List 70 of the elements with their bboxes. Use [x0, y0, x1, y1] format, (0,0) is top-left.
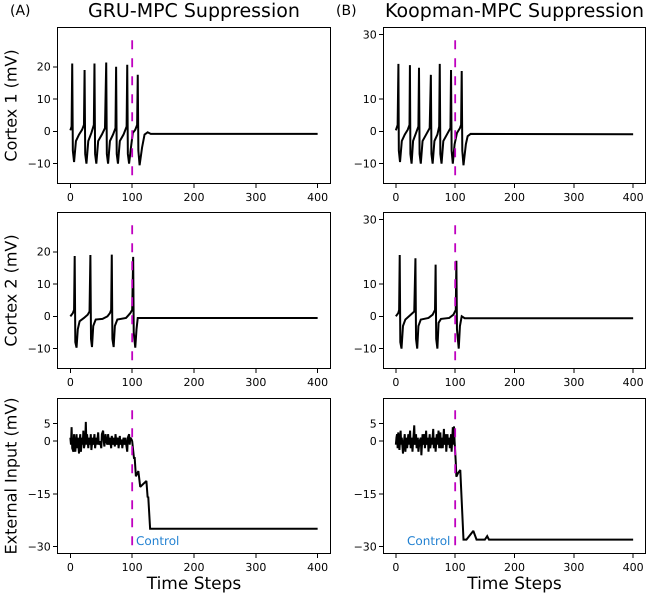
x-tick-label: 400	[622, 376, 644, 390]
y-tick-label: 10	[362, 92, 377, 106]
x-tick-label: 200	[184, 191, 204, 204]
x-tick-label: 300	[563, 191, 584, 204]
y-tick-label: −30	[28, 540, 51, 554]
x-tick-label: 100	[444, 191, 466, 204]
x-axis-title: Time Steps	[466, 574, 562, 594]
text: (B)	[336, 3, 357, 19]
text: (A)	[10, 3, 31, 19]
y-tick-label: −15	[354, 488, 377, 501]
x-tick-label: 200	[184, 561, 204, 574]
x-tick-label: 400	[307, 561, 328, 574]
y-tick-label: 5	[370, 417, 377, 430]
y-tick-label: −30	[354, 540, 377, 554]
x-tick-label: 300	[245, 191, 266, 204]
y-axis-title: Cortex 2 (mV)	[1, 234, 20, 347]
x-tick-label: 0	[66, 376, 74, 390]
y-tick-label: 10	[36, 92, 51, 106]
x-tick-label: 200	[504, 376, 525, 390]
x-tick-label: 200	[504, 561, 525, 574]
y-tick-label: −10	[28, 157, 51, 170]
x-tick-label: 100	[444, 561, 466, 574]
x-tick-label: 300	[245, 376, 266, 390]
x-tick-label: 200	[504, 191, 525, 204]
line-series	[69, 420, 319, 530]
x-tick-label: 0	[392, 561, 400, 574]
y-tick-label: 0	[370, 310, 377, 324]
x-tick-label: 0	[392, 191, 400, 204]
line-series	[69, 254, 319, 349]
y-axis-title: Cortex 1 (mV)	[1, 49, 20, 162]
line-series	[69, 62, 319, 166]
y-tick-label: −10	[28, 342, 51, 356]
x-tick-label: 300	[563, 376, 584, 390]
y-tick-label: 30	[362, 28, 377, 42]
annotation: Control	[407, 534, 450, 548]
line-series	[394, 254, 634, 350]
x-tick-label: 300	[563, 561, 584, 574]
x-tick-label: 0	[66, 191, 74, 204]
x-tick-label: 400	[622, 561, 644, 574]
y-tick-label: 10	[36, 278, 51, 291]
y-axis-title: External Input (mV)	[1, 398, 20, 554]
x-tick-label: 400	[307, 376, 328, 390]
y-tick-label: 0	[44, 435, 51, 448]
x-tick-label: 100	[444, 376, 466, 390]
x-tick-label: 0	[392, 376, 400, 390]
chart-title: Koopman-MPC Suppression	[385, 0, 644, 22]
line-series	[394, 62, 634, 166]
x-tick-label: 400	[307, 191, 328, 204]
x-tick-label: 100	[122, 561, 143, 574]
y-tick-label: 0	[44, 125, 51, 138]
y-tick-label: −15	[28, 488, 51, 501]
x-tick-label: 400	[622, 191, 644, 204]
annotation: Control	[136, 534, 180, 548]
y-tick-label: 0	[44, 310, 51, 324]
y-tick-label: −10	[354, 157, 377, 170]
y-tick-label: 5	[44, 417, 51, 430]
x-tick-label: 0	[66, 561, 74, 574]
x-axis-title: Time Steps	[146, 574, 242, 594]
chart-title: GRU-MPC Suppression	[88, 0, 300, 22]
y-tick-label: 0	[370, 125, 377, 138]
y-tick-label: 20	[36, 60, 51, 74]
y-tick-label: 20	[36, 246, 51, 259]
x-tick-label: 100	[122, 376, 143, 390]
x-tick-label: 300	[245, 561, 266, 574]
y-tick-label: −10	[354, 342, 377, 356]
y-tick-label: 30	[362, 213, 377, 226]
x-tick-label: 200	[184, 376, 204, 390]
y-tick-label: 0	[370, 435, 377, 448]
y-tick-label: 10	[362, 278, 377, 291]
x-tick-label: 100	[122, 191, 143, 204]
